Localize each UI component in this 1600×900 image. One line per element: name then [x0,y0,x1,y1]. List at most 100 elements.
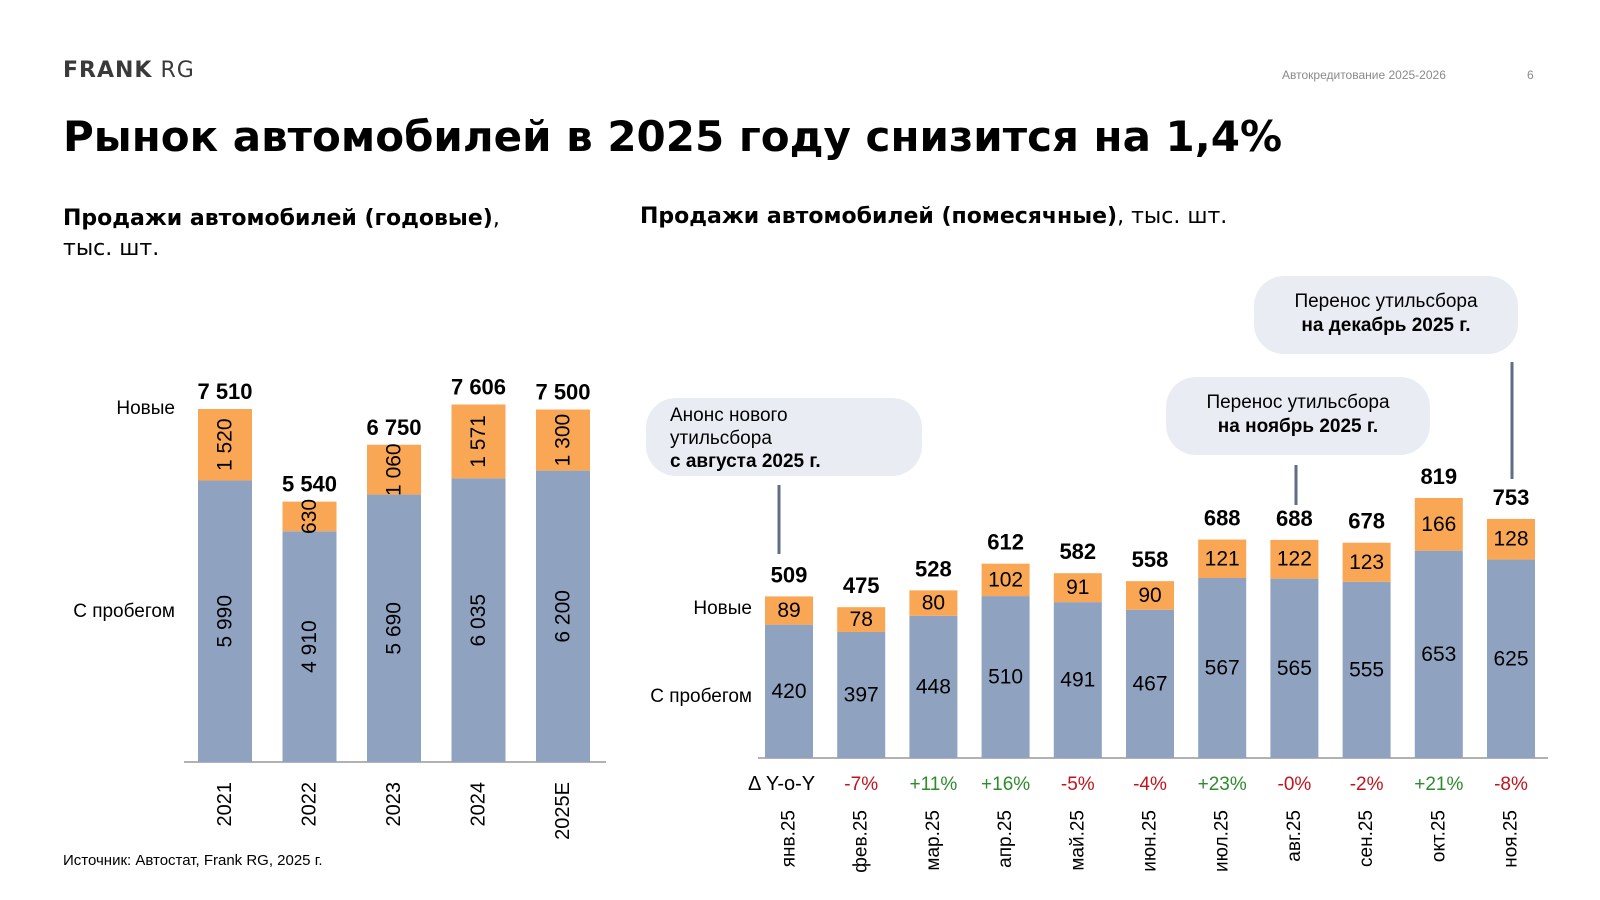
monthly-yoy-value: +23% [1198,774,1247,795]
monthly-total-label: 688 [1276,506,1313,531]
monthly-bar-used [765,624,813,758]
monthly-total-label: 678 [1348,509,1385,534]
monthly-yoy-value: +16% [981,774,1030,795]
annual-total-label: 6 750 [366,415,421,440]
callout-december: Перенос утильсбора на декабрь 2025 г. [1254,276,1518,354]
annual-bar-new [282,501,337,532]
annual-bar-new [451,404,506,479]
monthly-label-new: 128 [1493,528,1528,551]
annual-label-new: 1 571 [467,415,490,468]
monthly-bar-used [1053,602,1102,758]
annual-bar-used [536,470,590,762]
annual-label-used: 4 910 [298,620,321,673]
monthly-yoy-value: -5% [1061,774,1095,795]
annual-bar-used [198,480,252,762]
monthly-bar-new [1198,539,1247,578]
monthly-total-label: 475 [843,573,880,598]
monthly-tick-label: июл.25 [1212,810,1233,872]
annual-tick-label: 2023 [383,782,405,827]
monthly-yoy-value: +21% [1414,774,1463,795]
callout-august: Анонс нового утильсбора с августа 2025 г… [646,398,922,476]
monthly-tick-label: окт.25 [1428,810,1449,862]
monthly-tick-label: янв.25 [779,810,800,867]
source-note: Источник: Автостат, Frank RG, 2025 г. [63,852,323,869]
monthly-total-label: 509 [771,562,808,587]
monthly-chart: Δ Y-o-Y 420 89 509 янв.25 397 78 475 -7% фев.25 44… [650,464,1548,873]
monthly-label-new: 166 [1421,513,1456,536]
monthly-bar-new [765,596,813,625]
monthly-label-used: 567 [1205,656,1240,679]
annual-tick-label: 2025E [552,782,574,840]
header-subtitle: Автокредитование 2025-2026 [1282,68,1446,82]
monthly-total-label: 582 [1059,539,1096,564]
monthly-bar-used [1487,559,1535,758]
annual-label-used: 6 200 [552,590,575,643]
monthly-tick-label: авг.25 [1284,810,1305,862]
annual-bar-new [198,409,252,481]
monthly-bar-new [1270,539,1319,579]
monthly-total-label: 612 [987,530,1024,555]
monthly-tick-label: май.25 [1067,810,1088,871]
annual-legend-used: С пробегом [73,601,175,622]
annual-total-label: 7 606 [451,375,506,400]
left-chart-unit: тыс. шт. [63,236,160,261]
monthly-bar-new [1342,542,1391,582]
annual-bar-used [367,494,421,762]
monthly-bar-new [837,607,886,632]
callout-august-line2: утильсбора [670,428,772,449]
annual-legend-new: Новые [116,398,175,419]
annual-label-new: 1 060 [383,443,406,496]
monthly-label-used: 467 [1132,672,1167,695]
monthly-total-label: 753 [1493,485,1530,510]
callout-august-bold: с августа 2025 г. [670,451,821,472]
monthly-total-label: 688 [1204,506,1241,531]
monthly-tick-label: фев.25 [851,810,872,873]
monthly-label-used: 397 [844,683,879,706]
callout-december-bold: на декабрь 2025 г. [1301,315,1471,336]
monthly-bar-new [1126,581,1174,610]
right-chart-title: Продажи автомобилей (помесячные), тыс. ш… [640,204,1227,229]
annual-bar-used [282,531,337,762]
monthly-label-new: 121 [1205,547,1240,570]
left-chart-title-bold: Продажи автомобилей (годовые) [63,206,493,231]
annual-bar-new [536,409,590,471]
annual-total-label: 5 540 [282,472,337,497]
monthly-bar-used [1270,578,1319,758]
monthly-label-used: 420 [771,680,806,703]
monthly-label-used: 510 [988,666,1023,689]
annual-total-label: 7 500 [535,380,590,405]
right-chart-title-rest: , тыс. шт. [1117,204,1228,229]
monthly-bar-new [981,563,1030,597]
left-chart-title: Продажи автомобилей (годовые), тыс. шт. [63,204,500,264]
monthly-bar-used [837,631,886,758]
annual-bar-used [451,478,506,762]
monthly-yoy-value: -2% [1350,774,1384,795]
monthly-total-label: 558 [1132,547,1169,572]
monthly-label-new: 80 [922,592,945,615]
monthly-label-used: 565 [1277,657,1312,680]
left-chart-title-rest: , [492,206,500,231]
annual-total-label: 7 510 [197,379,252,404]
monthly-label-used: 448 [916,675,951,698]
annual-label-new: 1 520 [214,418,237,471]
monthly-label-new: 90 [1138,584,1161,607]
monthly-bar-new [1487,518,1535,560]
monthly-total-label: 819 [1420,464,1457,489]
monthly-label-used: 491 [1060,669,1095,692]
monthly-tick-label: июн.25 [1140,810,1161,872]
callout-november: Перенос утильсбора на ноябрь 2025 г. [1166,377,1430,455]
callout-december-line1: Перенос утильсбора [1294,291,1478,312]
annual-tick-label: 2022 [299,782,321,827]
logo: FRANK RG [63,58,195,83]
monthly-total-label: 528 [915,556,952,581]
monthly-label-used: 653 [1421,643,1456,666]
monthly-label-new: 123 [1349,551,1384,574]
monthly-bar-used [1126,609,1174,758]
monthly-bar-used [1414,550,1463,758]
callout-august-line1: Анонс нового [670,405,788,426]
monthly-tick-label: сен.25 [1356,810,1377,867]
monthly-label-new: 78 [850,608,873,631]
monthly-bar-new [1414,497,1463,551]
monthly-legend-new: Новые [693,598,752,619]
